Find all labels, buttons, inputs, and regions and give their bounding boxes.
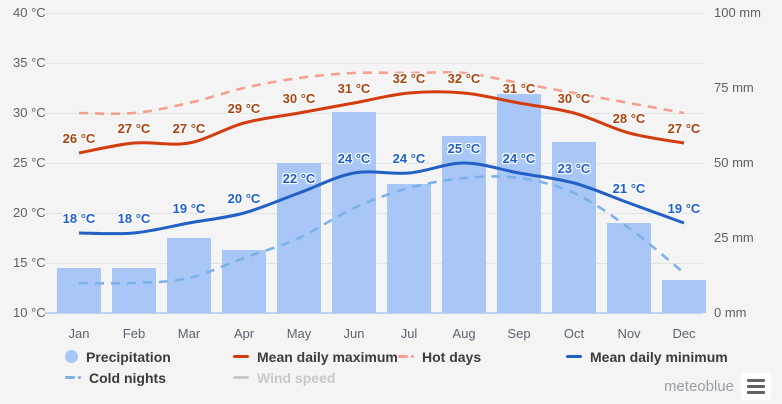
precipitation-bar-nov — [607, 223, 651, 313]
precipitation-bar-dec — [662, 280, 706, 313]
legend-item-mean-daily-maximum[interactable]: Mean daily maximum — [233, 348, 398, 365]
legend-item-wind-speed[interactable]: Wind speed — [233, 369, 398, 386]
menu-icon — [747, 379, 765, 382]
month-label-apr: Apr — [233, 326, 255, 341]
min-temp-label-feb: 18 °C — [117, 211, 151, 226]
min-temp-label-jun: 24 °C — [337, 151, 371, 166]
min-temp-label-jul: 24 °C — [392, 151, 426, 166]
precipitation-bar-jul — [387, 184, 431, 313]
min-temp-label-dec: 19 °C — [667, 201, 701, 216]
month-label-feb: Feb — [122, 326, 146, 341]
legend-line-icon — [233, 355, 249, 358]
min-temp-label-jan: 18 °C — [62, 211, 96, 226]
right-axis-tick: 25 mm — [714, 230, 754, 245]
max-temp-label-apr: 29 °C — [227, 101, 261, 116]
legend-item-hot-days[interactable]: Hot days — [398, 348, 566, 365]
legend-label: Precipitation — [86, 348, 171, 365]
legend-item-mean-daily-minimum[interactable]: Mean daily minimum — [566, 348, 782, 365]
max-temp-label-mar: 27 °C — [172, 121, 206, 136]
legend-label: Mean daily maximum — [257, 348, 398, 365]
max-temp-label-jan: 26 °C — [62, 131, 96, 146]
month-label-jun: Jun — [343, 326, 365, 341]
max-temp-label-may: 30 °C — [282, 91, 316, 106]
legend-label: Wind speed — [257, 369, 336, 386]
month-label-jul: Jul — [400, 326, 418, 341]
right-axis-tick: 100 mm — [714, 5, 761, 20]
month-label-mar: Mar — [177, 326, 201, 341]
precipitation-bar-apr — [222, 250, 266, 313]
legend-item-cold-nights[interactable]: Cold nights — [65, 369, 233, 386]
left-axis-tick: 25 °C — [13, 155, 46, 170]
legend-dashed-icon — [398, 355, 414, 358]
max-temp-label-dec: 27 °C — [667, 121, 701, 136]
month-label-may: May — [286, 326, 312, 341]
left-axis-tick: 30 °C — [13, 105, 46, 120]
max-temp-label-sep: 31 °C — [502, 81, 536, 96]
max-temp-label-aug: 32 °C — [447, 71, 481, 86]
gridline — [45, 13, 703, 14]
branding: meteoblue — [664, 373, 771, 400]
min-temp-label-apr: 20 °C — [227, 191, 261, 206]
menu-button[interactable] — [741, 373, 771, 400]
max-temp-label-jun: 31 °C — [337, 81, 371, 96]
legend-circle-icon — [65, 350, 78, 363]
min-temp-label-may: 22 °C — [282, 171, 316, 186]
gridline — [45, 312, 703, 314]
legend-label: Cold nights — [89, 369, 166, 386]
min-temp-label-oct: 23 °C — [557, 161, 591, 176]
gridline — [45, 63, 703, 64]
left-axis-tick: 15 °C — [13, 255, 46, 270]
min-temp-label-aug: 25 °C — [447, 141, 481, 156]
month-label-nov: Nov — [617, 326, 641, 341]
left-axis-tick: 40 °C — [13, 5, 46, 20]
right-axis-tick: 75 mm — [714, 80, 754, 95]
precipitation-bar-sep — [497, 94, 541, 313]
max-temp-label-oct: 30 °C — [557, 91, 591, 106]
precipitation-bar-feb — [112, 268, 156, 313]
min-temp-label-sep: 24 °C — [502, 151, 536, 166]
max-temp-label-feb: 27 °C — [117, 121, 151, 136]
legend-label: Hot days — [422, 348, 482, 365]
month-label-dec: Dec — [672, 326, 696, 341]
legend-item-precipitation[interactable]: Precipitation — [65, 348, 233, 365]
precipitation-bar-mar — [167, 238, 211, 313]
precipitation-bar-aug — [442, 136, 486, 313]
legend-line-icon — [233, 376, 249, 379]
chart-legend: Precipitation Mean daily maximum Hot days M… — [0, 348, 782, 386]
right-axis-tick: 50 mm — [714, 155, 754, 170]
max-temp-label-nov: 28 °C — [612, 111, 646, 126]
month-label-jan: Jan — [68, 326, 90, 341]
min-temp-label-mar: 19 °C — [172, 201, 206, 216]
meteoblue-logo: meteoblue — [663, 378, 734, 395]
month-label-sep: Sep — [507, 326, 531, 341]
left-axis-tick: 10 °C — [13, 305, 46, 320]
right-axis-tick: 0 mm — [714, 305, 747, 320]
legend-label: Mean daily minimum — [590, 348, 728, 365]
month-label-aug: Aug — [452, 326, 476, 341]
left-axis-tick: 35 °C — [13, 55, 46, 70]
left-axis-tick: 20 °C — [13, 205, 46, 220]
month-label-oct: Oct — [563, 326, 585, 341]
max-temp-label-jul: 32 °C — [392, 71, 426, 86]
precipitation-bar-jan — [57, 268, 101, 313]
min-temp-label-nov: 21 °C — [612, 181, 646, 196]
legend-dashed-icon — [65, 376, 81, 379]
precipitation-bar-jun — [332, 112, 376, 313]
legend-line-icon — [566, 355, 582, 358]
